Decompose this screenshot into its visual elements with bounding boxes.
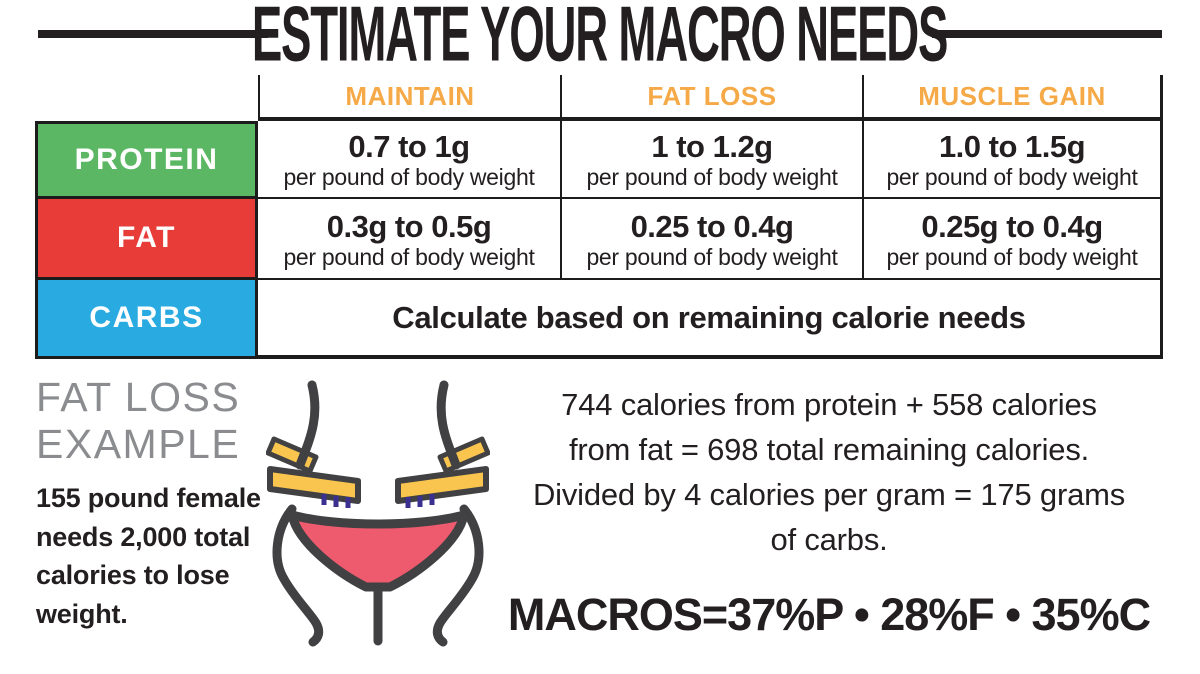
calculation-text: 744 calories from protein + 558 calories… <box>468 382 1190 562</box>
page-title: ESTIMATE YOUR MACRO NEEDS <box>252 0 949 78</box>
row-label-carbs: CARBS <box>35 280 258 359</box>
protein-fat-loss-cell: 1 to 1.2g per pound of body weight <box>560 121 862 199</box>
title-rule-left <box>38 30 268 38</box>
fat-maintain-cell: 0.3g to 0.5g per pound of body weight <box>258 199 560 280</box>
title-rule-right <box>932 30 1162 38</box>
hip-leg-line-left <box>272 504 324 647</box>
fat-muscle-gain-unit: per pound of body weight <box>886 243 1138 270</box>
column-header-fat-loss: FAT LOSS <box>560 75 862 121</box>
tape-front-left <box>267 466 361 504</box>
fat-maintain-unit: per pound of body weight <box>283 243 535 270</box>
underwear-shape <box>287 510 469 592</box>
protein-muscle-gain-unit: per pound of body weight <box>886 164 1138 190</box>
tape-ticks-left <box>321 494 351 508</box>
protein-maintain-unit: per pound of body weight <box>283 164 535 190</box>
carbs-span-cell: Calculate based on remaining calorie nee… <box>258 280 1163 359</box>
example-heading-line2: EXAMPLE <box>36 421 241 467</box>
example-heading: FAT LOSS EXAMPLE <box>36 374 240 468</box>
fat-muscle-gain-value: 0.25g to 0.4g <box>921 208 1103 244</box>
protein-maintain-value: 0.7 to 1g <box>348 129 470 164</box>
calculation-line2: from fat = 698 total remaining calories. <box>568 432 1090 467</box>
row-label-protein: PROTEIN <box>35 121 258 199</box>
fat-fat-loss-value: 0.25 to 0.4g <box>630 208 794 244</box>
protein-maintain-cell: 0.7 to 1g per pound of body weight <box>258 121 560 199</box>
calculation-line3: Divided by 4 calories per gram = 175 gra… <box>532 477 1126 512</box>
calculation-line4: of carbs. <box>770 522 888 557</box>
header-empty-cell <box>35 75 258 121</box>
example-heading-line1: FAT LOSS <box>36 374 241 420</box>
hip-leg-line-right <box>432 504 484 647</box>
tape-ticks-right <box>405 494 435 508</box>
waist-measuring-tape-illustration <box>266 380 490 647</box>
fat-maintain-value: 0.3g to 0.5g <box>326 208 492 244</box>
column-header-maintain: MAINTAIN <box>258 75 560 121</box>
row-label-fat: FAT <box>35 199 258 280</box>
calculation-line1: 744 calories from protein + 558 calories <box>561 387 1097 422</box>
protein-muscle-gain-cell: 1.0 to 1.5g per pound of body weight <box>862 121 1163 199</box>
macro-table: MAINTAIN FAT LOSS MUSCLE GAIN PROTEIN 0.… <box>35 75 1163 359</box>
fat-fat-loss-cell: 0.25 to 0.4g per pound of body weight <box>560 199 862 280</box>
torso-line-left <box>295 380 320 470</box>
column-header-muscle-gain: MUSCLE GAIN <box>862 75 1163 121</box>
fat-muscle-gain-cell: 0.25g to 0.4g per pound of body weight <box>862 199 1163 280</box>
title-wrap: ESTIMATE YOUR MACRO NEEDS <box>0 0 1200 78</box>
tape-front-right <box>395 466 489 504</box>
torso-line-right <box>436 380 461 470</box>
protein-fat-loss-value: 1 to 1.2g <box>651 129 773 164</box>
fat-fat-loss-unit: per pound of body weight <box>586 243 838 270</box>
macros-result: MACROS=37%P • 28%F • 35%C <box>507 589 1151 640</box>
example-description: 155 pound female needs 2,000 total calor… <box>36 483 261 629</box>
protein-fat-loss-unit: per pound of body weight <box>586 164 838 190</box>
protein-muscle-gain-value: 1.0 to 1.5g <box>938 129 1086 164</box>
